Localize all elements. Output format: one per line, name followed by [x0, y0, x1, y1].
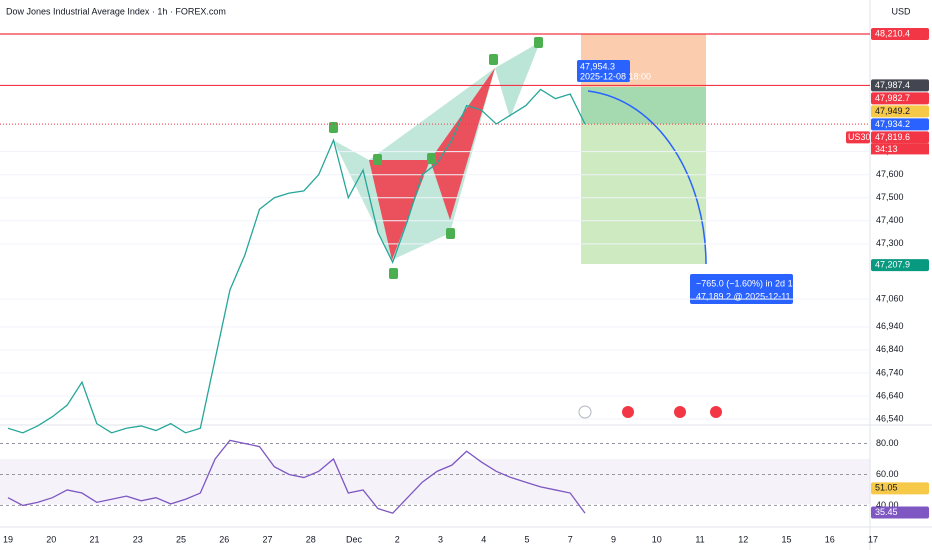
y-tick-label: 46,840	[876, 344, 904, 354]
target-detail: 47,189.2 @ 2025-12-11 07:00	[696, 291, 816, 301]
x-tick-label: 17	[868, 534, 878, 544]
x-tick-label: 21	[89, 534, 99, 544]
currency: USD	[891, 6, 911, 16]
y-tick-label: 47,060	[876, 294, 904, 304]
y-tick-label: 47,400	[876, 215, 904, 225]
x-tick-label: 15	[781, 534, 791, 544]
target-change: −765.0 (−1.60%) in 2d 13h	[696, 278, 803, 288]
y-tick-label: 47,500	[876, 192, 904, 202]
harmonic-pattern	[430, 68, 495, 220]
projection-arrow	[587, 90, 707, 265]
axis-price-tag	[871, 482, 929, 495]
axis-price-label: 47,819.6	[875, 132, 910, 142]
axis-price-tag	[871, 92, 929, 105]
countdown-label: 34:13	[875, 144, 898, 154]
target-box	[690, 274, 793, 304]
x-tick-label: 9	[611, 534, 616, 544]
countdown-tag	[871, 143, 929, 155]
chart-title: Dow Jones Industrial Average Index · 1h …	[6, 6, 226, 16]
x-tick-label: 10	[652, 534, 662, 544]
entry-time: 2025-12-08 18:00	[580, 71, 651, 81]
axis-price-label: 47,934.2	[875, 119, 910, 129]
x-tick-label: 23	[133, 534, 143, 544]
axis-price-tag	[871, 131, 929, 144]
axis-price-tag	[871, 506, 929, 519]
y-tick-label: 46,740	[876, 367, 904, 377]
x-tick-label: 11	[695, 534, 704, 544]
y-tick-label: 46,540	[876, 413, 904, 423]
x-tick-label: 27	[262, 534, 272, 544]
axis-price-tag	[871, 79, 929, 92]
axis-price-tag	[871, 259, 929, 272]
x-tick-label: 26	[219, 534, 229, 544]
x-tick-label: 25	[176, 534, 186, 544]
y-tick-label: 80.00	[876, 438, 899, 448]
axis-price-label: 48,210.4	[875, 28, 910, 38]
axis-price-label: 47,949.2	[875, 106, 910, 116]
entry-box	[577, 60, 630, 82]
rsi-band	[0, 459, 870, 504]
pattern-points	[329, 37, 543, 279]
harmonic-pattern	[495, 42, 540, 118]
y-tick-label: 60.00	[876, 469, 899, 479]
x-tick-label: 5	[524, 534, 529, 544]
x-tick-label: 28	[306, 534, 316, 544]
axis-price-tag	[871, 28, 929, 41]
x-tick-label: 7	[568, 534, 573, 544]
x-tick-label: 3	[438, 534, 443, 544]
x-tick-label: 4	[481, 534, 486, 544]
axis-price-label: 35.45	[875, 507, 898, 517]
entry-price: 47,954.3	[580, 61, 615, 71]
axis-price-tag	[871, 105, 929, 118]
y-tick-label: 47,600	[876, 169, 904, 179]
y-tick-label: 46,940	[876, 321, 904, 331]
symbol-label: US30	[848, 132, 871, 142]
x-tick-label: 19	[3, 534, 13, 544]
axis-price-label: 47,987.4	[875, 80, 910, 90]
symbol-tag	[846, 131, 870, 144]
x-tick-label: 16	[825, 534, 835, 544]
x-tick-label: 12	[738, 534, 748, 544]
axis-price-label: 47,982.7	[875, 93, 910, 103]
harmonic-pattern	[369, 160, 430, 260]
axis-price-tag	[871, 118, 929, 131]
price-line-series	[7, 88, 586, 434]
profit-zone	[581, 124, 706, 264]
event-icons	[578, 405, 722, 419]
axis-price-label: 47,207.9	[875, 259, 910, 269]
x-tick-label: 20	[46, 534, 56, 544]
rsi-line	[7, 439, 586, 514]
axis-price-label: 51.05	[875, 483, 898, 493]
y-tick-label: 40.00	[876, 500, 899, 510]
x-tick-label: 2	[395, 534, 400, 544]
y-tick-label: 46,640	[876, 390, 904, 400]
x-tick-label: Dec	[346, 534, 363, 544]
y-tick-label: 47,300	[876, 238, 904, 248]
